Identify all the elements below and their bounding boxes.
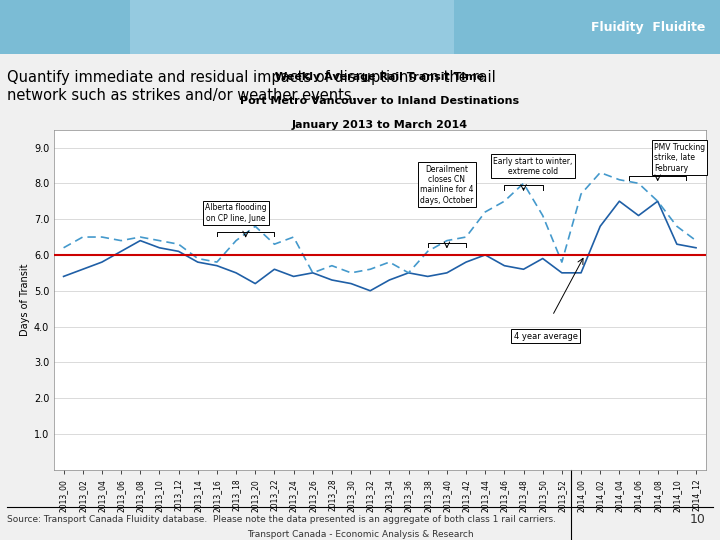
Y-axis label: Days of Transit: Days of Transit — [19, 264, 30, 336]
Text: Early start to winter,
extreme cold: Early start to winter, extreme cold — [493, 157, 573, 176]
Text: Derailment
closes CN
mainline for 4
days, October: Derailment closes CN mainline for 4 days… — [420, 165, 474, 205]
Text: Alberta flooding
on CP line, June: Alberta flooding on CP line, June — [205, 203, 267, 222]
Text: 4 year average: 4 year average — [514, 332, 578, 341]
Text: Quantify immediate and residual impacts of disruptions on the rail
network such : Quantify immediate and residual impacts … — [7, 70, 496, 103]
Text: Port Metro Vancouver to Inland Destinations: Port Metro Vancouver to Inland Destinati… — [240, 96, 519, 106]
Text: Source: Transport Canada Fluidity database.  Please note the data presented is a: Source: Transport Canada Fluidity databa… — [7, 515, 557, 524]
Text: Transport Canada - Economic Analysis & Research: Transport Canada - Economic Analysis & R… — [247, 530, 473, 539]
Text: PMV Trucking
strike, late
February: PMV Trucking strike, late February — [654, 143, 705, 173]
Text: Fluidity  Fluidite: Fluidity Fluidite — [591, 21, 706, 33]
Text: January 2013 to March 2014: January 2013 to March 2014 — [292, 119, 468, 130]
Text: Weekly Average Rail Transit Time: Weekly Average Rail Transit Time — [275, 72, 485, 82]
Text: 10: 10 — [690, 512, 706, 526]
Bar — [130, 0, 454, 54]
